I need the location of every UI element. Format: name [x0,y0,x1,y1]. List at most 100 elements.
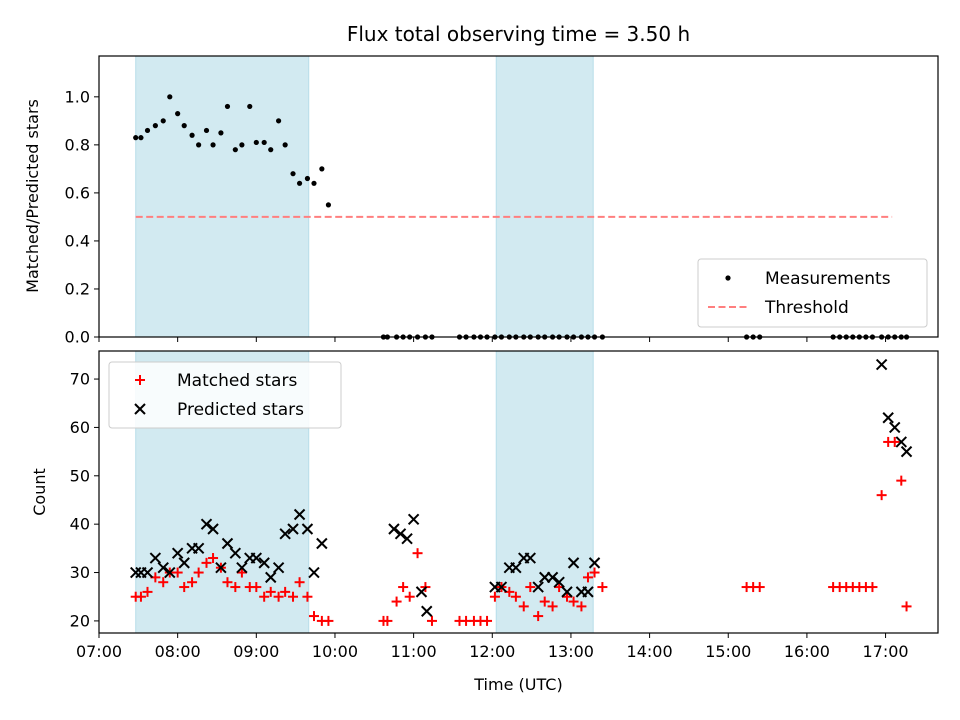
matched-star-point [867,582,878,593]
measurement-point [203,127,210,134]
x-axis-label: Time (UTC) [473,675,562,694]
predicted-star-point [567,557,580,569]
matched-star-point [265,586,276,597]
matched-star-point [382,615,393,626]
matched-star-point [172,567,183,578]
predicted-star-point [272,561,285,574]
y-tick-label: 0.4 [65,231,90,250]
predicted-star-point [588,557,601,569]
predicted-star-point [510,561,522,574]
predicted-star-point [316,537,328,550]
measurement-point [189,132,195,138]
x-tick-label: 07:00 [76,642,122,661]
legend-predicted-marker [134,403,146,415]
predicted-star-point [215,561,227,574]
measurement-point [253,139,259,146]
x-tick-label: 14:00 [627,642,673,661]
measurement-point [247,103,253,110]
legend-predicted-label: Predicted stars [177,400,304,420]
predicted-star-point [553,576,565,588]
y-tick-label: 50 [70,466,90,485]
matched-star-point [901,601,912,612]
predicted-star-point [200,518,213,530]
matched-star-point [597,582,608,593]
matched-star-point [236,567,247,578]
predicted-star-point [279,528,291,540]
predicted-star-point [895,436,908,448]
matched-star-point [288,591,299,602]
predicted-star-point [178,557,190,569]
measurement-point [152,123,158,129]
matched-star-point [208,553,219,564]
predicted-star-point [882,412,894,424]
predicted-star-point [301,523,314,535]
measurement-point [296,180,303,186]
matched-star-point [158,577,169,588]
y-tick-label: 0.8 [65,135,90,154]
predicted-star-point [401,532,413,545]
x-tick-label: 10:00 [312,642,358,661]
measurement-point [175,111,181,117]
matched-star-point [308,611,319,622]
shaded-interval [495,350,594,634]
y-tick-label: 70 [70,370,90,389]
matched-star-point [547,601,558,612]
measurement-point [133,135,139,141]
y-tick-label: 30 [70,563,90,582]
shaded-interval [495,55,594,338]
matched-star-point [562,591,573,602]
measurement-point [268,147,274,153]
measurement-point [275,118,282,124]
shaded-interval [135,55,310,338]
measurement-point [325,202,332,208]
matched-star-point [754,582,765,593]
predicted-star-point [141,566,154,579]
matched-star-point [510,591,521,602]
predicted-star-point [415,586,428,598]
measurement-point [138,135,144,141]
predicted-star-point [207,523,219,535]
x-tick-label: 11:00 [391,642,437,661]
legend-threshold-label: Threshold [764,298,849,318]
matched-star-point [568,596,579,607]
measurement-point [196,142,202,148]
matched-star-point [525,582,536,593]
predicted-star-point [171,547,184,559]
y-tick-label: 1.0 [65,87,90,106]
legend-box [697,258,928,328]
matched-star-point [533,611,544,622]
matched-star-point [482,615,493,626]
x-tick-label: 08:00 [155,642,201,661]
measurement-point [181,123,187,129]
matched-star-point [273,591,284,602]
predicted-star-point [875,358,888,371]
predicted-star-point [250,552,263,564]
bottom-panel: 20 30 40 50 60 70 07:00 08:00 09:00 10:00 11:00 12:… [70,350,939,661]
predicted-star-point [236,561,248,574]
measurement-point [167,94,173,100]
y-tick-label: 20 [70,611,90,630]
legend-matched-label: Matched stars [177,371,297,391]
matched-star-point [222,577,233,588]
top-y-axis-label: Matched/Predicted stars [23,99,42,293]
matched-star-point [135,591,146,602]
y-tick-label: 60 [70,418,90,437]
matched-star-point [404,591,415,602]
y-tick-label: 40 [70,515,90,534]
measurement-point [319,166,325,172]
x-tick-label: 17:00 [863,642,909,661]
predicted-star-point [164,566,176,579]
bottom-y-axis-label: Count [30,468,49,516]
matched-star-point [302,591,313,602]
x-tick-label: 16:00 [784,642,830,661]
predicted-star-point [287,523,299,535]
predicted-star-point [265,571,277,584]
figure-title: Flux total observing time = 3.50 h [347,22,690,46]
predicted-star-point [889,421,901,434]
matched-star-point [489,591,500,602]
matched-star-point [391,596,402,607]
legend-measurements-marker [725,275,731,281]
measurement-point [224,103,231,110]
legend-measurements-label: Measurements [765,269,891,289]
legend: Matched stars Predicted stars [108,361,342,429]
